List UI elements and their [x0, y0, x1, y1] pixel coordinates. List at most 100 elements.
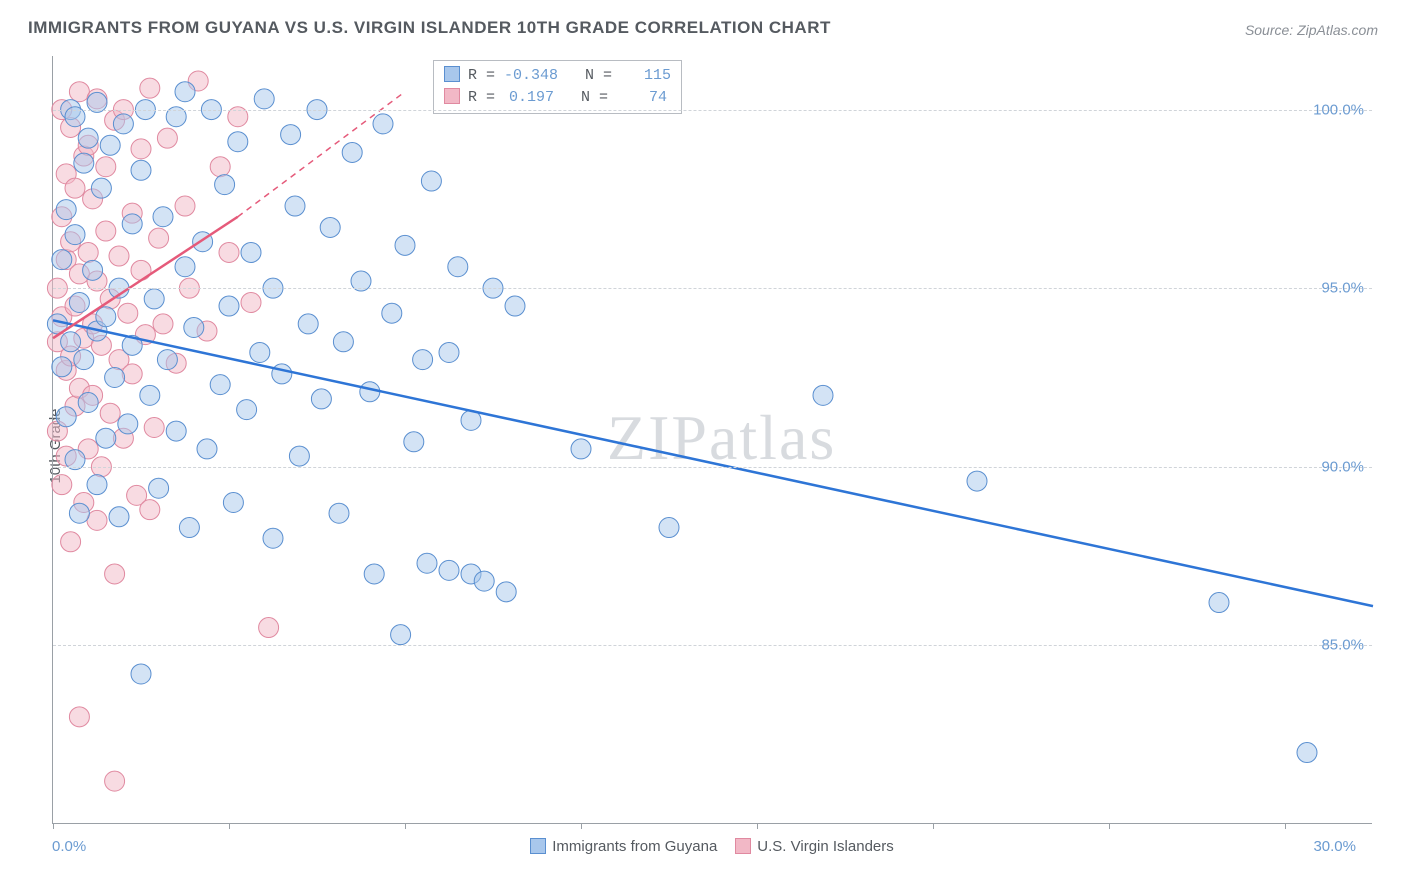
scatter-point	[96, 157, 116, 177]
scatter-point	[404, 432, 424, 452]
scatter-point	[259, 618, 279, 638]
scatter-point	[391, 625, 411, 645]
scatter-point	[69, 292, 89, 312]
legend-swatch	[530, 838, 546, 854]
scatter-point	[56, 200, 76, 220]
x-tick	[229, 823, 230, 829]
scatter-point	[131, 260, 151, 280]
scatter-point	[448, 257, 468, 277]
scatter-point	[83, 260, 103, 280]
scatter-point	[813, 385, 833, 405]
scatter-point	[421, 171, 441, 191]
chart-title: IMMIGRANTS FROM GUYANA VS U.S. VIRGIN IS…	[28, 18, 831, 38]
trend-line-blue	[53, 320, 1373, 606]
scatter-point	[263, 528, 283, 548]
scatter-point	[241, 242, 261, 262]
scatter-point	[311, 389, 331, 409]
scatter-point	[360, 382, 380, 402]
scatter-point	[417, 553, 437, 573]
scatter-point	[333, 332, 353, 352]
scatter-point	[56, 407, 76, 427]
scatter-point	[373, 114, 393, 134]
x-tick	[1285, 823, 1286, 829]
scatter-point	[395, 235, 415, 255]
plot-area: ZIPatlas R = -0.348 N = 115R = 0.197 N =…	[52, 56, 1372, 824]
y-tick-label: 100.0%	[1313, 101, 1374, 118]
bottom-legend: Immigrants from Guyana U.S. Virgin Island…	[0, 838, 1406, 855]
scatter-point	[96, 221, 116, 241]
scatter-point	[61, 532, 81, 552]
scatter-point	[210, 157, 230, 177]
scatter-point	[122, 214, 142, 234]
scatter-point	[153, 314, 173, 334]
scatter-point	[219, 242, 239, 262]
scatter-point	[118, 303, 138, 323]
scatter-point	[175, 82, 195, 102]
scatter-point	[78, 242, 98, 262]
y-tick-label: 95.0%	[1321, 280, 1374, 297]
source-label: Source: ZipAtlas.com	[1245, 22, 1378, 38]
scatter-point	[1209, 593, 1229, 613]
scatter-point	[298, 314, 318, 334]
scatter-point	[157, 350, 177, 370]
scatter-point	[78, 392, 98, 412]
y-tick-label: 90.0%	[1321, 458, 1374, 475]
x-tick	[405, 823, 406, 829]
scatter-point	[439, 560, 459, 580]
scatter-point	[342, 142, 362, 162]
scatter-point	[153, 207, 173, 227]
x-tick	[1109, 823, 1110, 829]
legend-label: Immigrants from Guyana	[552, 838, 717, 855]
grid-line	[53, 110, 1372, 111]
scatter-point	[100, 403, 120, 423]
scatter-point	[184, 317, 204, 337]
scatter-point	[272, 364, 292, 384]
scatter-point	[223, 493, 243, 513]
scatter-point	[967, 471, 987, 491]
x-tick	[757, 823, 758, 829]
scatter-point	[382, 303, 402, 323]
scatter-point	[149, 228, 169, 248]
y-tick-label: 85.0%	[1321, 637, 1374, 654]
scatter-point	[175, 257, 195, 277]
scatter-point	[122, 364, 142, 384]
grid-line	[53, 467, 1372, 468]
scatter-point	[87, 510, 107, 530]
scatter-point	[1297, 743, 1317, 763]
scatter-point	[91, 178, 111, 198]
scatter-point	[118, 414, 138, 434]
scatter-point	[140, 500, 160, 520]
scatter-point	[179, 518, 199, 538]
scatter-point	[96, 428, 116, 448]
scatter-point	[659, 518, 679, 538]
scatter-point	[329, 503, 349, 523]
x-tick	[933, 823, 934, 829]
scatter-point	[52, 475, 72, 495]
scatter-point	[210, 375, 230, 395]
scatter-point	[131, 664, 151, 684]
scatter-point	[61, 332, 81, 352]
scatter-point	[254, 89, 274, 109]
scatter-point	[78, 128, 98, 148]
scatter-point	[149, 478, 169, 498]
scatter-point	[289, 446, 309, 466]
scatter-point	[364, 564, 384, 584]
scatter-point	[74, 350, 94, 370]
scatter-point	[140, 78, 160, 98]
scatter-point	[250, 342, 270, 362]
scatter-point	[113, 114, 133, 134]
scatter-point	[144, 417, 164, 437]
scatter-point	[228, 132, 248, 152]
scatter-point	[140, 385, 160, 405]
scatter-point	[571, 439, 591, 459]
legend-swatch	[735, 838, 751, 854]
scatter-point	[105, 367, 125, 387]
scatter-point	[474, 571, 494, 591]
scatter-point	[281, 125, 301, 145]
scatter-point	[65, 225, 85, 245]
legend-label: U.S. Virgin Islanders	[757, 838, 893, 855]
scatter-point	[320, 217, 340, 237]
x-tick	[581, 823, 582, 829]
scatter-point	[52, 250, 72, 270]
scatter-point	[52, 357, 72, 377]
